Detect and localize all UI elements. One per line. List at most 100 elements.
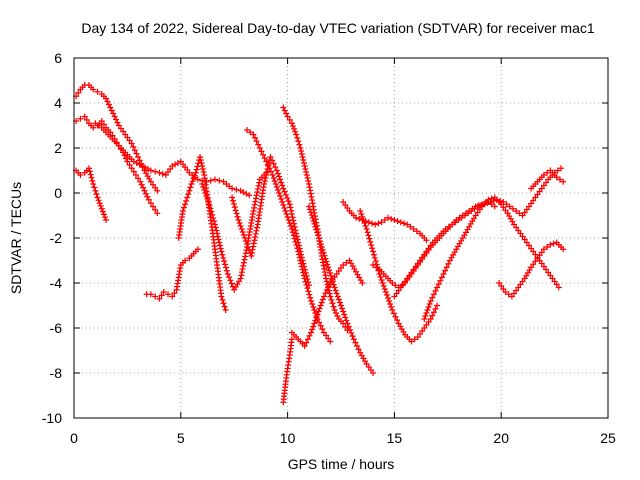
data-point	[100, 121, 107, 128]
data-point	[506, 203, 513, 210]
series-arc-m	[305, 203, 377, 376]
data-point	[468, 208, 475, 214]
data-point	[310, 323, 317, 330]
data-point	[384, 214, 391, 221]
data-point	[171, 290, 178, 297]
data-point	[298, 260, 305, 267]
data-point	[291, 220, 298, 227]
data-point	[158, 292, 165, 299]
data-point	[319, 256, 326, 263]
data-point	[214, 233, 221, 240]
data-point	[239, 266, 246, 273]
data-point	[397, 219, 404, 226]
data-point	[135, 175, 142, 182]
data-point	[98, 118, 105, 124]
data-point	[317, 241, 324, 248]
data-point	[199, 166, 206, 172]
data-point	[372, 221, 379, 228]
data-point	[445, 223, 452, 230]
data-point	[368, 242, 375, 249]
data-point	[319, 326, 326, 333]
data-point	[256, 179, 263, 186]
data-point	[370, 251, 377, 258]
data-point	[230, 200, 237, 207]
data-point	[392, 282, 399, 289]
data-point	[316, 235, 323, 242]
data-point	[288, 207, 295, 214]
data-point	[306, 184, 313, 191]
data-point	[238, 226, 245, 232]
data-point	[288, 226, 295, 232]
data-point	[95, 122, 102, 129]
data-point	[389, 280, 396, 286]
data-point	[300, 157, 307, 163]
data-point	[322, 290, 329, 297]
data-point	[389, 307, 396, 313]
data-point	[154, 210, 161, 217]
data-point	[330, 281, 337, 288]
data-point	[333, 310, 340, 316]
data-point	[194, 176, 201, 183]
data-point	[232, 207, 239, 214]
data-point	[503, 201, 510, 208]
data-point	[312, 223, 319, 230]
data-point	[199, 163, 206, 169]
data-point	[375, 220, 382, 227]
data-point	[138, 181, 145, 188]
data-point	[260, 151, 267, 158]
data-point	[502, 289, 509, 295]
grid	[74, 58, 608, 418]
data-point	[264, 161, 271, 168]
data-point	[200, 169, 207, 175]
data-point	[206, 202, 213, 209]
data-point	[306, 291, 313, 298]
data-point	[314, 311, 321, 318]
data-point	[333, 290, 340, 297]
data-point	[89, 177, 96, 184]
data-point	[204, 196, 211, 202]
data-point	[251, 201, 258, 208]
data-point	[550, 240, 557, 247]
data-point	[256, 145, 263, 151]
data-point	[94, 194, 101, 201]
data-point	[291, 125, 298, 132]
data-point	[280, 104, 287, 111]
data-point	[387, 301, 394, 307]
data-point	[231, 204, 238, 211]
data-point	[194, 246, 201, 253]
data-point	[104, 98, 111, 105]
data-point	[320, 293, 327, 300]
data-point	[339, 305, 346, 312]
data-point	[101, 214, 108, 221]
data-point	[424, 307, 431, 313]
data-point	[103, 217, 110, 223]
data-point	[227, 277, 234, 284]
data-point	[222, 264, 229, 271]
y-tick-label: 4	[54, 95, 62, 111]
data-point	[270, 175, 277, 181]
data-point	[255, 182, 262, 189]
data-point	[305, 181, 312, 187]
data-point	[307, 209, 314, 216]
data-point	[222, 307, 229, 313]
data-point	[308, 193, 315, 200]
data-point	[434, 284, 441, 291]
data-point	[394, 218, 401, 225]
data-point	[284, 113, 291, 120]
data-point	[190, 175, 197, 182]
series-arc-l	[288, 257, 366, 349]
data-point	[442, 267, 449, 274]
data-point	[328, 275, 335, 282]
data-point	[305, 288, 312, 295]
data-point	[152, 206, 159, 213]
data-point	[334, 313, 341, 319]
data-point	[255, 141, 262, 148]
data-point	[301, 343, 308, 349]
data-point	[319, 259, 326, 266]
data-point	[75, 89, 82, 96]
data-point	[283, 110, 290, 117]
data-point	[413, 228, 420, 235]
data-point	[281, 205, 288, 211]
data-point	[99, 208, 106, 215]
data-point	[354, 343, 361, 349]
